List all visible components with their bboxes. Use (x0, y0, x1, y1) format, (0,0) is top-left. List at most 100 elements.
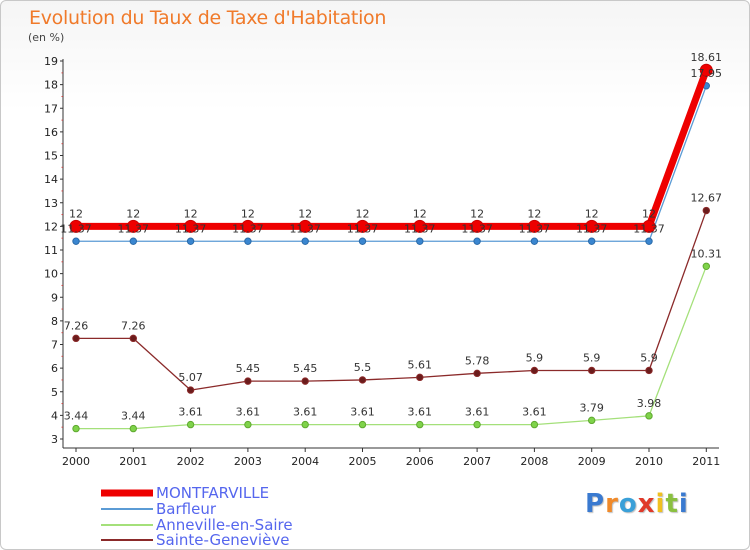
x-tick-label: 2011 (692, 455, 720, 468)
logo-letter: x (637, 489, 656, 519)
legend-label: Anneville-en-Saire (156, 516, 293, 534)
y-tick-label: 10 (44, 268, 58, 281)
data-point-montfarville (298, 219, 312, 233)
data-label-sainte-genevi-ve: 5.9 (640, 351, 658, 364)
y-tick-label: 7 (51, 339, 58, 352)
data-label-anneville-en-saire: 3.61 (465, 406, 490, 419)
x-tick-label: 2002 (177, 455, 205, 468)
data-point-sainte-genevi-ve (473, 369, 481, 378)
logo-letter: t (665, 489, 679, 519)
data-point-montfarville (585, 219, 599, 233)
data-point-barfleur (129, 237, 138, 245)
data-label-montfarville: 12 (642, 207, 656, 220)
data-label-sainte-genevi-ve: 5.78 (465, 354, 490, 367)
data-label-montfarville: 12 (298, 207, 312, 220)
legend-label: Barfleur (156, 500, 217, 518)
logo-letter: o (618, 489, 638, 519)
data-point-barfleur (301, 237, 309, 245)
data-point-anneville-en-saire (473, 420, 481, 429)
data-point-barfleur (186, 237, 195, 245)
data-label-montfarville: 12 (527, 207, 541, 220)
data-point-barfleur (244, 237, 252, 245)
logo-letter: i (655, 489, 666, 519)
logo-letter: P (585, 489, 606, 519)
data-label-barfleur: 11.37 (633, 222, 665, 235)
data-point-montfarville (413, 219, 427, 233)
series-line-sainte-genevi-ve (76, 210, 707, 391)
data-point-anneville-en-saire (358, 420, 367, 429)
data-point-sainte-genevi-ve (530, 366, 539, 375)
data-point-montfarville (699, 63, 713, 77)
x-tick-label: 2009 (578, 455, 606, 468)
data-point-anneville-en-saire (416, 420, 424, 429)
data-label-sainte-genevi-ve: 5.45 (236, 362, 261, 375)
series-layer (69, 63, 713, 433)
data-label-montfarville: 12 (241, 207, 255, 220)
data-label-sainte-genevi-ve: 7.26 (121, 319, 146, 332)
data-label-barfleur: 17.95 (691, 67, 723, 80)
data-label-montfarville: 12 (126, 207, 140, 220)
x-tick-label: 2003 (234, 455, 262, 468)
data-label-montfarville: 18.61 (691, 51, 723, 64)
data-label-montfarville: 12 (356, 207, 370, 220)
data-label-anneville-en-saire: 3.61 (408, 406, 433, 419)
data-point-barfleur (72, 237, 80, 245)
data-point-sainte-genevi-ve (588, 366, 596, 375)
y-tick-label: 12 (44, 220, 58, 233)
y-tick-label: 15 (44, 150, 58, 163)
y-tick-label: 4 (51, 409, 58, 422)
proxiti-logo: Proxiti (585, 489, 689, 519)
x-tick-label: 2007 (463, 455, 491, 468)
data-point-barfleur (358, 237, 367, 245)
data-label-barfleur: 11.37 (289, 222, 321, 235)
data-point-montfarville (126, 219, 140, 233)
data-point-anneville-en-saire (129, 424, 138, 433)
data-point-anneville-en-saire (244, 420, 252, 429)
data-point-anneville-en-saire (702, 262, 710, 271)
x-tick-label: 2001 (119, 455, 147, 468)
logo-letter: i (678, 489, 689, 519)
data-label-sainte-genevi-ve: 5.9 (583, 351, 601, 364)
data-label-sainte-genevi-ve: 5.61 (408, 358, 433, 371)
series-line-anneville-en-saire (76, 266, 707, 430)
data-label-montfarville: 12 (470, 207, 484, 220)
data-point-montfarville (470, 219, 484, 233)
y-tick-label: 16 (44, 126, 58, 139)
y-tick-label: 8 (51, 315, 58, 328)
logo-letter: r (605, 489, 619, 519)
data-label-barfleur: 11.37 (175, 222, 207, 235)
data-label-barfleur: 11.37 (118, 222, 150, 235)
data-point-barfleur (473, 237, 481, 245)
legend-label: Sainte-Geneviève (156, 531, 289, 549)
data-label-anneville-en-saire: 3.61 (522, 406, 547, 419)
data-point-sainte-genevi-ve (358, 376, 367, 384)
data-label-anneville-en-saire: 3.61 (293, 406, 318, 419)
x-tick-label: 2000 (62, 455, 90, 468)
data-point-sainte-genevi-ve (72, 334, 80, 343)
data-label-montfarville: 12 (184, 207, 198, 220)
data-point-anneville-en-saire (301, 420, 309, 429)
data-point-barfleur (530, 237, 539, 245)
chart-title: Evolution du Taux de Taxe d'Habitation (29, 7, 387, 29)
y-tick-label: 3 (51, 433, 58, 446)
data-label-anneville-en-saire: 3.61 (236, 406, 261, 419)
data-label-barfleur: 11.37 (60, 222, 92, 235)
data-point-barfleur (645, 237, 653, 245)
data-point-barfleur (588, 237, 596, 245)
data-point-montfarville (241, 219, 255, 233)
y-axis-unit: (en %) (28, 31, 65, 44)
data-point-montfarville (527, 219, 541, 233)
legend: MONTFARVILLEBarfleurAnneville-en-SaireSa… (101, 484, 293, 549)
data-label-sainte-genevi-ve: 5.45 (293, 362, 318, 375)
data-point-anneville-en-saire (645, 412, 653, 420)
series-line-montfarville (76, 69, 710, 230)
data-point-barfleur (416, 237, 424, 245)
data-point-anneville-en-saire (72, 424, 80, 433)
data-label-montfarville: 12 (585, 207, 599, 220)
data-point-montfarville (184, 219, 198, 233)
data-point-anneville-en-saire (530, 420, 539, 429)
y-tick-label: 9 (51, 291, 58, 304)
data-label-barfleur: 11.37 (519, 222, 551, 235)
data-point-sainte-genevi-ve (129, 334, 138, 343)
